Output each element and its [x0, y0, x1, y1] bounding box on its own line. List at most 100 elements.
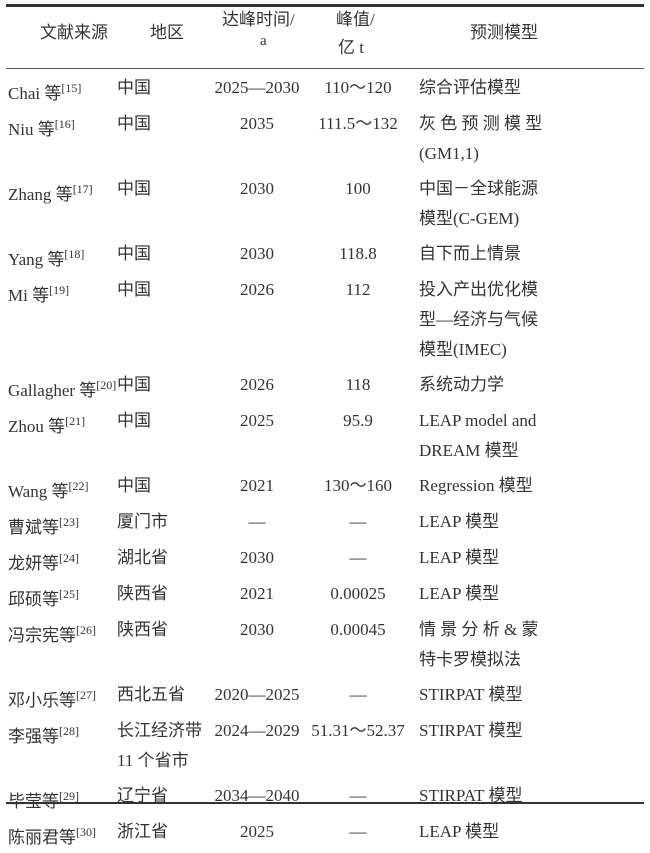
peak-value: 0.00045 — [330, 620, 386, 639]
table-row: 龙妍等[24] 湖北省 2030— LEAP 模型 — [8, 543, 644, 579]
model-line: LEAP 模型 — [419, 512, 500, 531]
cell-peak-time: 2024—2029 — [213, 716, 301, 781]
peak-time: 2020—2025 — [214, 685, 300, 704]
table-row: 冯宗宪等[26] 陕西省 2030 0.00045 情 景 分 析 & 蒙特卡罗模拟法 — [8, 615, 644, 680]
cell-model: STIRPAT 模型 — [415, 781, 644, 817]
cell-peak-value: 118 — [301, 370, 415, 406]
peak-time: 2025—2030 — [214, 78, 300, 97]
cell-peak-value: 130～160 — [301, 471, 415, 507]
model-line: Regression 模型 — [419, 476, 533, 495]
cell-region: 湖北省 — [117, 543, 213, 579]
reference-number: [27] — [76, 688, 96, 702]
reference-number: [26] — [76, 623, 96, 637]
table-row: 邱硕等[25] 陕西省 2021 0.00025 LEAP 模型 — [8, 579, 644, 615]
table-row: 曹斌等[23] 厦门市 — — LEAP 模型 — [8, 507, 644, 543]
region-line: 西北五省 — [117, 685, 185, 704]
peak-value: 110～120 — [324, 78, 392, 97]
peak-time: — — [248, 512, 266, 531]
region-line: 11 个省市 — [117, 751, 189, 770]
author: 陈丽君等 — [8, 828, 76, 847]
author: Wang 等 — [8, 482, 69, 501]
header-source: 文献来源 — [40, 23, 108, 42]
cell-peak-value: 100 — [301, 174, 415, 239]
model-line: 系统动力学 — [419, 375, 504, 394]
cell-model: 情 景 分 析 & 蒙特卡罗模拟法 — [415, 615, 644, 680]
author: Chai 等 — [8, 84, 62, 103]
cell-model: Regression 模型 — [415, 471, 644, 507]
author: 冯宗宪等 — [8, 626, 76, 645]
region-line: 中国 — [117, 114, 151, 133]
peak-time: 2030 — [240, 244, 274, 263]
reference-number: [22] — [68, 479, 89, 493]
cell-peak-value: 95.9 — [301, 406, 415, 471]
region-line: 中国 — [117, 179, 151, 198]
cell-peak-value: — — [301, 507, 415, 543]
cell-peak-value: — — [301, 817, 415, 853]
reference-number: [24] — [59, 551, 79, 565]
peak-time: 2026 — [240, 280, 274, 299]
table-row: Niu 等[16] 中国 2035 111.5～132 灰 色 预 测 模 型 (GM1,… — [8, 109, 644, 174]
cell-peak-value: — — [301, 680, 415, 716]
cell-peak-time: 2030 — [213, 239, 301, 275]
model-line: LEAP 模型 — [419, 548, 500, 567]
region-line: 中国 — [117, 411, 151, 430]
region-line: 长江经济带 — [117, 721, 202, 740]
peak-time: 2035 — [240, 114, 274, 133]
peak-value: 130～160 — [324, 476, 392, 495]
cell-peak-value: 118.8 — [301, 239, 415, 275]
table-row: Chai 等[15] 中国 2025—2030 110～120 综合评估模型 — [8, 73, 644, 109]
peak-value: 0.00025 — [330, 584, 386, 603]
cell-peak-value: 112 — [301, 275, 415, 370]
peak-time: 2026 — [240, 375, 274, 394]
cell-region: 陕西省 — [117, 579, 213, 615]
cell-peak-time: 2025—2030 — [213, 73, 301, 109]
cell-peak-time: 2035 — [213, 109, 301, 174]
peak-value: 112 — [345, 280, 371, 299]
region-line: 辽宁省 — [117, 786, 168, 805]
model-line: 综合评估模型 — [419, 78, 521, 97]
cell-source: 龙妍等[24] — [8, 543, 117, 579]
region-line: 中国 — [117, 244, 151, 263]
cell-region: 陕西省 — [117, 615, 213, 680]
cell-region: 辽宁省 — [117, 781, 213, 817]
cell-region: 中国 — [117, 73, 213, 109]
reference-number: [17] — [72, 182, 93, 196]
cell-peak-value: 0.00025 — [301, 579, 415, 615]
model-line: 自下而上情景 — [419, 244, 521, 263]
cell-region: 厦门市 — [117, 507, 213, 543]
author: 毕莹等 — [8, 792, 59, 811]
cell-region: 中国 — [117, 275, 213, 370]
peak-value: 95.9 — [343, 411, 373, 430]
region-line: 浙江省 — [117, 822, 168, 841]
cell-peak-time: 2025 — [213, 817, 301, 853]
cell-peak-time: 2030 — [213, 615, 301, 680]
cell-peak-value: — — [301, 781, 415, 817]
header-region: 地区 — [150, 23, 184, 42]
cell-source: Zhang 等[17] — [8, 174, 117, 239]
model-line: 中国－全球能源 — [419, 179, 538, 198]
cell-peak-time: 2021 — [213, 579, 301, 615]
author: Zhou 等 — [8, 417, 66, 436]
peak-time: 2030 — [240, 548, 274, 567]
cell-model: STIRPAT 模型 — [415, 680, 644, 716]
cell-model: 中国－全球能源 模型(C-GEM) — [415, 174, 644, 239]
cell-peak-value: 0.00045 — [301, 615, 415, 680]
cell-peak-value: 111.5～132 — [301, 109, 415, 174]
model-line: STIRPAT 模型 — [419, 721, 523, 740]
cell-model: 灰 色 预 测 模 型 (GM1,1) — [415, 109, 644, 174]
cell-source: 邓小乐等[27] — [8, 680, 117, 716]
author: 李强等 — [8, 727, 59, 746]
table-row: 陈丽君等[30] 浙江省 2025— LEAP 模型 — [8, 817, 644, 853]
cell-model: LEAP 模型 — [415, 543, 644, 579]
cell-source: 李强等[28] — [8, 716, 117, 781]
peak-time: 2021 — [240, 584, 274, 603]
region-line: 中国 — [117, 280, 151, 299]
cell-source: 毕莹等[29] — [8, 781, 117, 817]
model-line: STIRPAT 模型 — [419, 786, 523, 805]
table-body: Chai 等[15] 中国 2025—2030 110～120 综合评估模型 Niu 等[… — [8, 73, 644, 853]
region-line: 湖北省 — [117, 548, 168, 567]
peak-time: 2025 — [240, 411, 274, 430]
cell-region: 中国 — [117, 370, 213, 406]
table-row: 李强等[28] 长江经济带 11 个省市 2024—2029 51.31～52.37 ST… — [8, 716, 644, 781]
